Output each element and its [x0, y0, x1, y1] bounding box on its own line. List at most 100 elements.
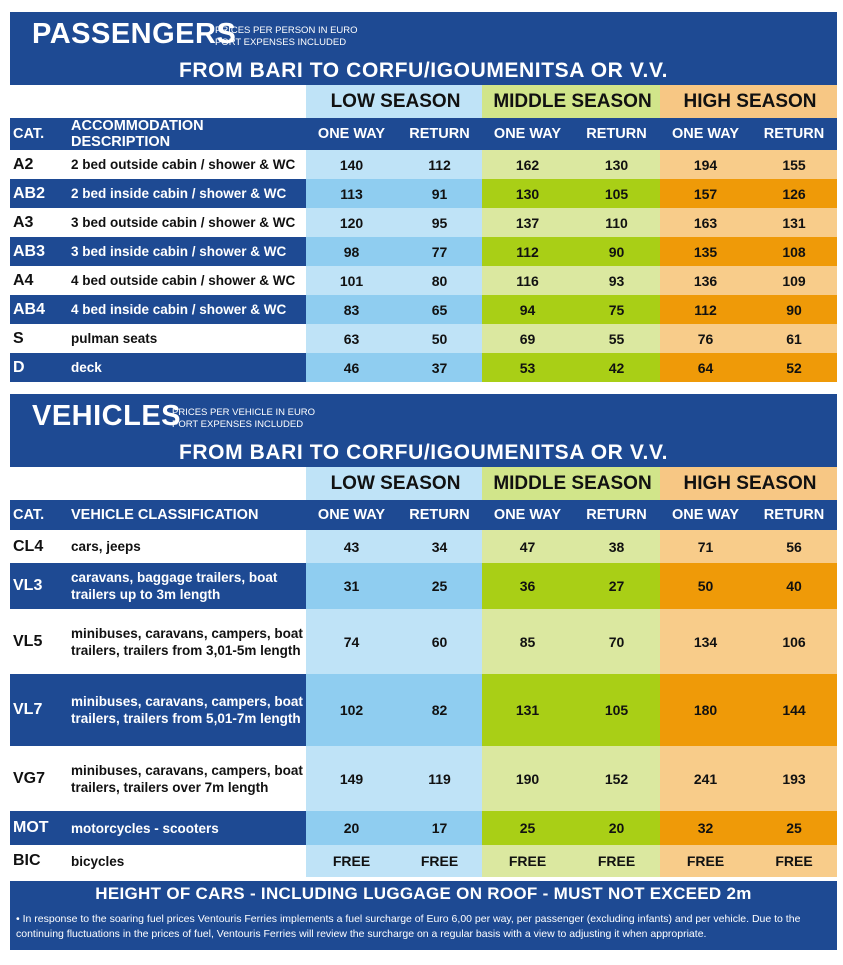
price-cell: 25	[482, 811, 570, 845]
price-cell: 40	[748, 563, 838, 609]
price-cell: 94	[482, 295, 570, 324]
row-description: minibuses, caravans, campers, boat trail…	[68, 746, 306, 811]
passengers-price-note: PRICES PER PERSON IN EURO PORT EXPENSES …	[215, 25, 358, 49]
col-header-mid-oneway: ONE WAY	[482, 500, 570, 530]
vehicles-title: VEHICLES	[32, 400, 182, 432]
table-row: AB4 4 bed inside cabin / shower & WC 83 65 9…	[10, 295, 838, 324]
table-row: VG7 minibuses, caravans, campers, boat tr…	[10, 746, 838, 811]
row-description: 2 bed inside cabin / shower & WC	[68, 179, 306, 208]
price-cell: 102	[306, 674, 394, 746]
price-cell: 80	[394, 266, 482, 295]
height-warning: HEIGHT OF CARS - INCLUDING LUGGAGE ON RO…	[95, 884, 752, 903]
price-cell: 90	[748, 295, 838, 324]
row-description: 3 bed inside cabin / shower & WC	[68, 237, 306, 266]
price-cell: FREE	[306, 845, 394, 877]
table-row: VL3 caravans, baggage trailers, boat trai…	[10, 563, 838, 609]
table-row: VL7 minibuses, caravans, campers, boat tr…	[10, 674, 838, 746]
price-cell: 56	[748, 530, 838, 563]
price-cell: 119	[394, 746, 482, 811]
price-cell: 136	[660, 266, 749, 295]
col-header-low-return: RETURN	[394, 118, 482, 150]
column-header-row: CAT. ACCOMMODATION DESCRIPTION ONE WAY R…	[10, 118, 838, 150]
price-cell: 140	[306, 150, 394, 179]
price-cell: FREE	[660, 845, 749, 877]
row-category: VG7	[10, 746, 68, 811]
price-cell: 38	[570, 530, 661, 563]
price-cell: FREE	[394, 845, 482, 877]
price-cell: 112	[394, 150, 482, 179]
price-cell: 77	[394, 237, 482, 266]
price-cell: 42	[570, 353, 661, 382]
price-cell: FREE	[570, 845, 661, 877]
price-cell: FREE	[482, 845, 570, 877]
price-cell: 36	[482, 563, 570, 609]
price-cell: 25	[394, 563, 482, 609]
season-header-row: LOW SEASON MIDDLE SEASON HIGH SEASON	[10, 85, 838, 118]
row-description: 2 bed outside cabin / shower & WC	[68, 150, 306, 179]
passengers-title: PASSENGERS	[32, 18, 237, 50]
vehicles-price-note: PRICES PER VEHICLE IN EURO PORT EXPENSES…	[172, 407, 315, 431]
season-low: LOW SEASON	[306, 467, 482, 500]
price-cell: 17	[394, 811, 482, 845]
price-cell: 37	[394, 353, 482, 382]
price-cell: 70	[570, 609, 661, 674]
col-header-mid-return: RETURN	[570, 118, 661, 150]
table-row: AB3 3 bed inside cabin / shower & WC 98 77 1…	[10, 237, 838, 266]
row-description: motorcycles - scooters	[68, 811, 306, 845]
price-cell: 76	[660, 324, 749, 353]
col-header-low-oneway: ONE WAY	[306, 500, 394, 530]
price-cell: 53	[482, 353, 570, 382]
price-cell: 75	[570, 295, 661, 324]
fuel-surcharge-note: • In response to the soaring fuel prices…	[16, 913, 801, 940]
row-description: 4 bed inside cabin / shower & WC	[68, 295, 306, 324]
price-cell: 52	[748, 353, 838, 382]
price-cell: 110	[570, 208, 661, 237]
col-header-low-oneway: ONE WAY	[306, 118, 394, 150]
row-description: minibuses, caravans, campers, boat trail…	[68, 674, 306, 746]
col-header-cat: CAT.	[10, 118, 68, 150]
row-category: A3	[10, 208, 68, 237]
col-header-description: ACCOMMODATION DESCRIPTION	[68, 118, 306, 150]
col-header-high-return: RETURN	[748, 500, 838, 530]
price-cell: 108	[748, 237, 838, 266]
price-cell: 64	[660, 353, 749, 382]
price-cell: 55	[570, 324, 661, 353]
price-cell: 20	[306, 811, 394, 845]
price-cell: 162	[482, 150, 570, 179]
passengers-header: PASSENGERS PRICES PER PERSON IN EURO POR…	[10, 12, 837, 85]
row-description: caravans, baggage trailers, boat trailer…	[68, 563, 306, 609]
price-cell: 95	[394, 208, 482, 237]
price-cell: 144	[748, 674, 838, 746]
price-cell: 163	[660, 208, 749, 237]
price-cell: 27	[570, 563, 661, 609]
col-header-high-oneway: ONE WAY	[660, 118, 749, 150]
table-row: AB2 2 bed inside cabin / shower & WC 113 91…	[10, 179, 838, 208]
vehicles-header: VEHICLES PRICES PER VEHICLE IN EURO PORT…	[10, 394, 837, 467]
row-description: bicycles	[68, 845, 306, 877]
col-header-cat: CAT.	[10, 500, 68, 530]
table-row: A2 2 bed outside cabin / shower & WC 140 11…	[10, 150, 838, 179]
row-category: A4	[10, 266, 68, 295]
row-category: VL5	[10, 609, 68, 674]
price-cell: 91	[394, 179, 482, 208]
passengers-note-line2: PORT EXPENSES INCLUDED	[215, 37, 347, 48]
price-cell: 105	[570, 674, 661, 746]
price-cell: 93	[570, 266, 661, 295]
table-row: A3 3 bed outside cabin / shower & WC 120 95…	[10, 208, 838, 237]
row-description: minibuses, caravans, campers, boat trail…	[68, 609, 306, 674]
price-cell: 194	[660, 150, 749, 179]
season-middle: MIDDLE SEASON	[482, 85, 661, 118]
row-category: D	[10, 353, 68, 382]
row-description: deck	[68, 353, 306, 382]
passengers-note-line1: PRICES PER PERSON IN EURO	[215, 25, 358, 36]
season-middle: MIDDLE SEASON	[482, 467, 661, 500]
price-cell: 241	[660, 746, 749, 811]
price-cell: 113	[306, 179, 394, 208]
price-cell: 155	[748, 150, 838, 179]
col-header-mid-return: RETURN	[570, 500, 661, 530]
col-header-high-oneway: ONE WAY	[660, 500, 749, 530]
row-description: 4 bed outside cabin / shower & WC	[68, 266, 306, 295]
price-cell: 120	[306, 208, 394, 237]
price-cell: 98	[306, 237, 394, 266]
row-category: A2	[10, 150, 68, 179]
